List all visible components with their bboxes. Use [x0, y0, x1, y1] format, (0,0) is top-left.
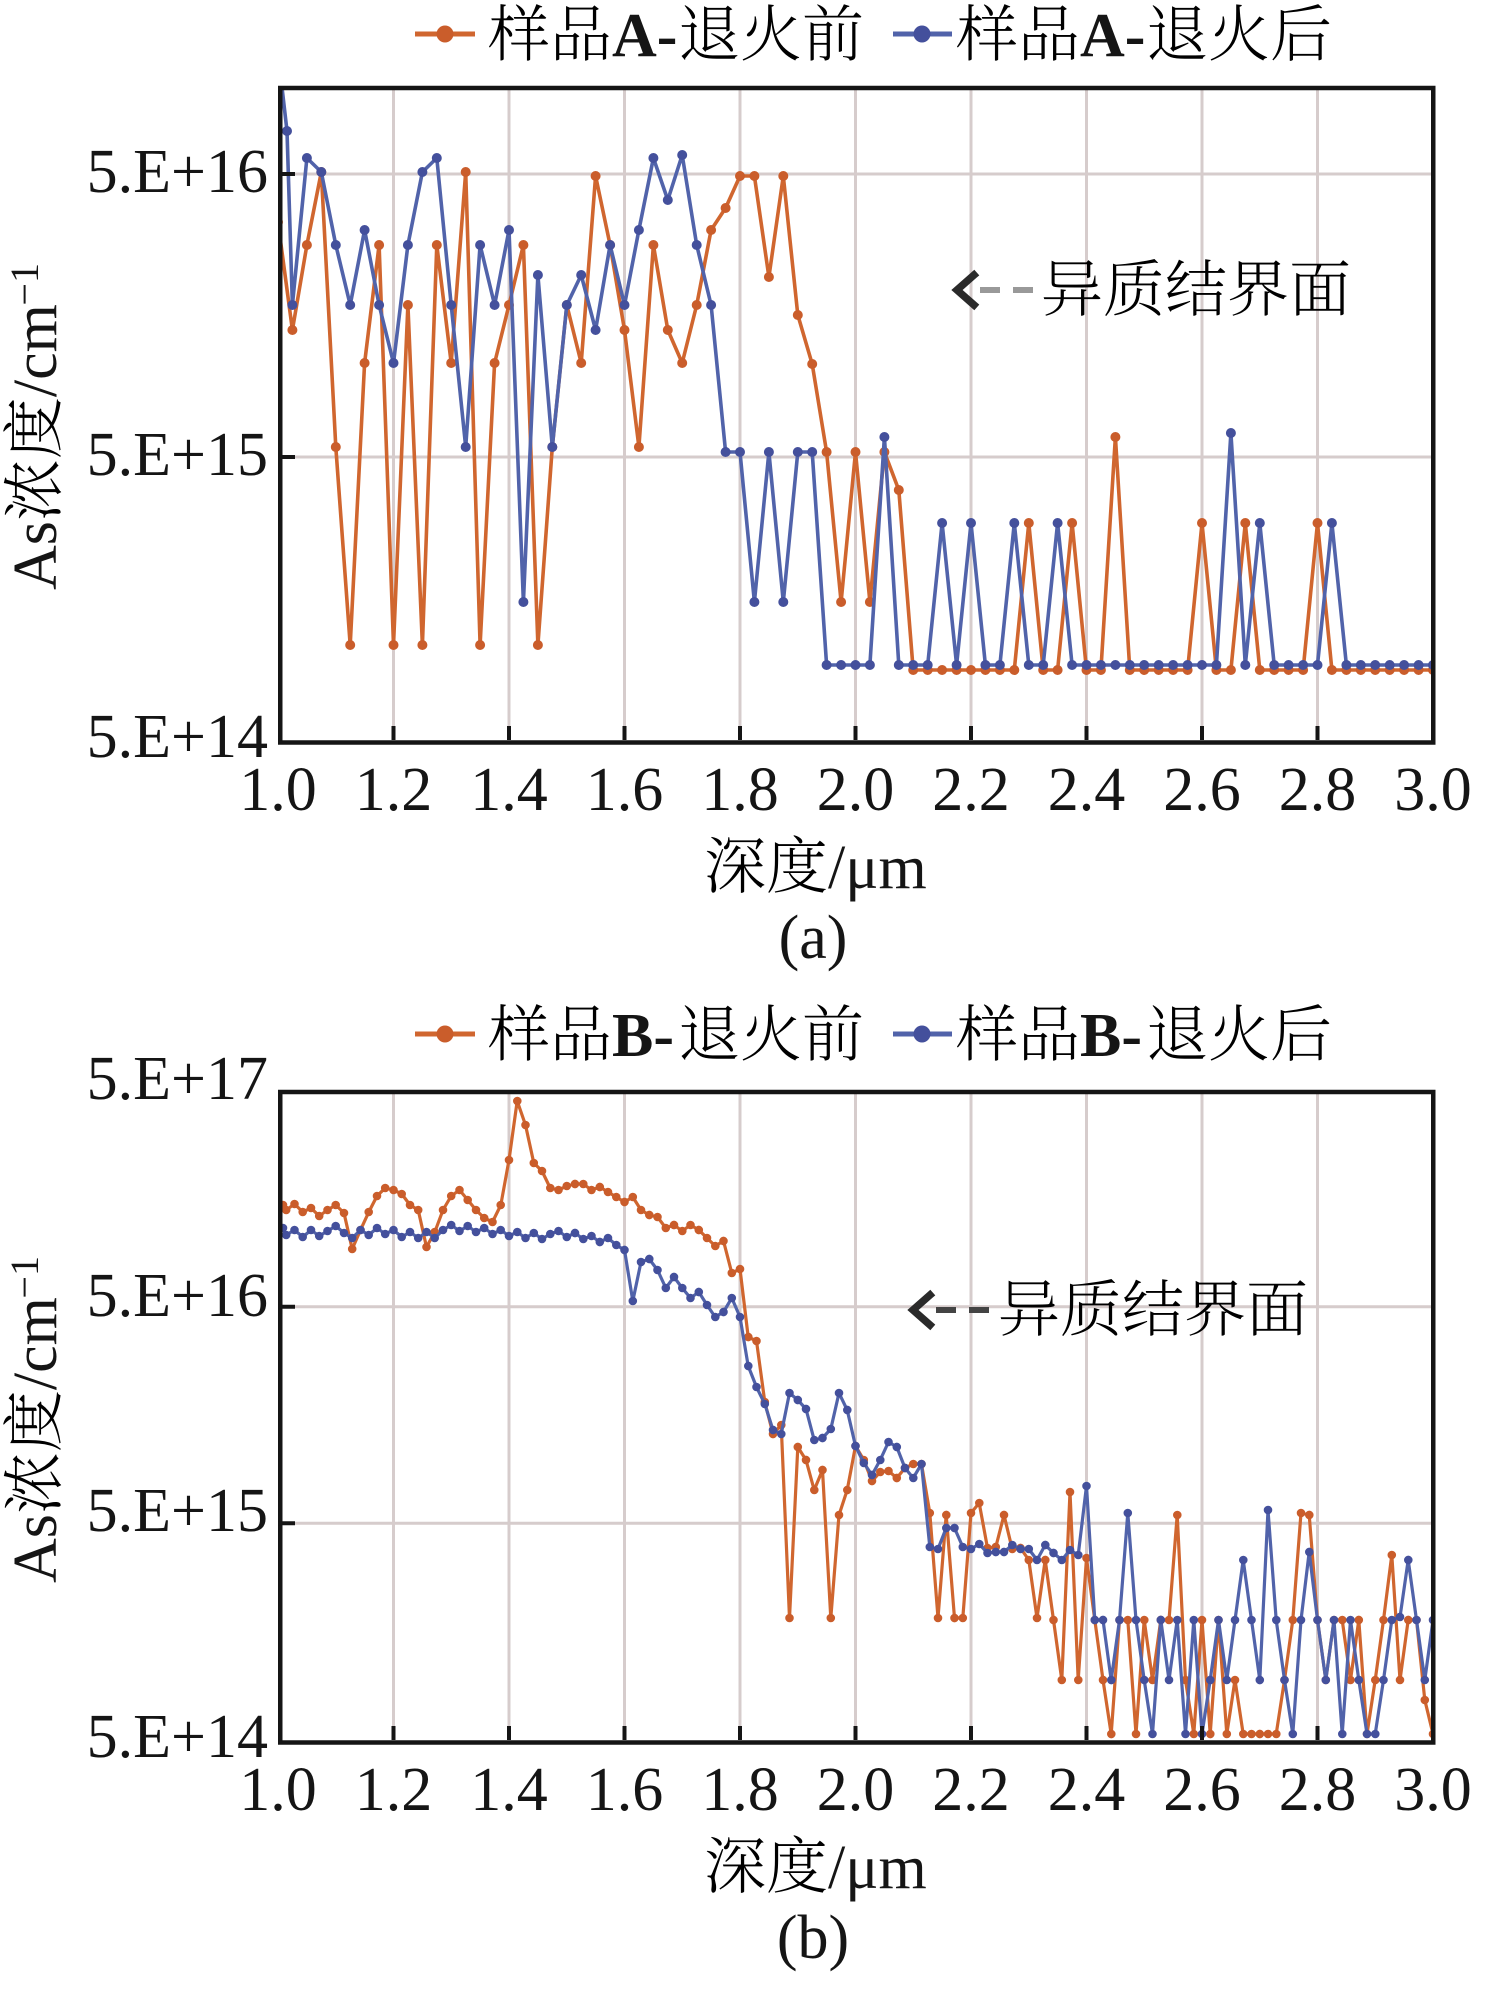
svg-text:/μm: /μm: [828, 834, 927, 902]
svg-text:1.8: 1.8: [701, 1756, 779, 1824]
svg-text:2.6: 2.6: [1163, 756, 1241, 824]
svg-text:As: As: [2, 1514, 70, 1583]
svg-text:2.2: 2.2: [932, 756, 1010, 824]
svg-text:1.6: 1.6: [586, 1756, 664, 1824]
svg-text:1.2: 1.2: [355, 1756, 433, 1824]
svg-text:3.0: 3.0: [1394, 756, 1472, 824]
svg-text:2.2: 2.2: [932, 1756, 1010, 1824]
svg-text:B-: B-: [1080, 1002, 1142, 1070]
svg-text:/cm: /cm: [2, 1297, 70, 1390]
svg-text:5.E+15: 5.E+15: [87, 1477, 268, 1545]
svg-text:A-: A-: [1080, 2, 1145, 70]
svg-text:1.4: 1.4: [470, 756, 548, 824]
svg-text:1.2: 1.2: [355, 756, 433, 824]
svg-text:1.6: 1.6: [586, 756, 664, 824]
svg-text:/cm: /cm: [2, 304, 70, 397]
svg-text:/μm: /μm: [828, 1834, 927, 1902]
svg-text:As: As: [2, 521, 70, 590]
svg-text:(a): (a): [779, 904, 848, 972]
svg-text:2.4: 2.4: [1048, 1756, 1126, 1824]
svg-text:1.0: 1.0: [239, 756, 317, 824]
svg-text:5.E+14: 5.E+14: [87, 703, 268, 771]
svg-text:5.E+16: 5.E+16: [87, 1262, 268, 1330]
svg-text:5.E+14: 5.E+14: [87, 1703, 268, 1771]
svg-text:5.E+15: 5.E+15: [87, 421, 268, 489]
svg-text:1.4: 1.4: [470, 1756, 548, 1824]
svg-text:2.0: 2.0: [817, 756, 895, 824]
svg-text:5.E+17: 5.E+17: [87, 1045, 268, 1113]
svg-text:1.0: 1.0: [239, 1756, 317, 1824]
svg-text:3.0: 3.0: [1394, 1756, 1472, 1824]
svg-text:2.6: 2.6: [1163, 1756, 1241, 1824]
svg-text:2.0: 2.0: [817, 1756, 895, 1824]
svg-text:(b): (b): [777, 1904, 849, 1972]
svg-text:−1: −1: [2, 263, 47, 306]
svg-text:2.8: 2.8: [1279, 756, 1357, 824]
svg-text:B-: B-: [612, 1002, 674, 1070]
svg-text:2.8: 2.8: [1279, 1756, 1357, 1824]
svg-text:2.4: 2.4: [1048, 756, 1126, 824]
svg-text:5.E+16: 5.E+16: [87, 138, 268, 206]
svg-text:1.8: 1.8: [701, 756, 779, 824]
svg-text:A-: A-: [612, 2, 677, 70]
svg-text:−1: −1: [2, 1256, 47, 1299]
